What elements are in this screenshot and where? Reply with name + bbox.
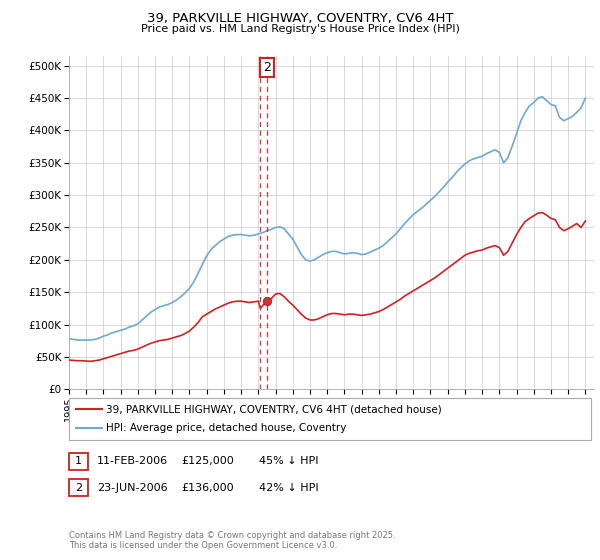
Text: 2: 2 [263, 61, 271, 74]
Text: 1: 1 [75, 456, 82, 466]
Text: 45% ↓ HPI: 45% ↓ HPI [259, 456, 319, 466]
Text: 2: 2 [75, 483, 82, 493]
Text: 23-JUN-2006: 23-JUN-2006 [97, 483, 168, 493]
Text: HPI: Average price, detached house, Coventry: HPI: Average price, detached house, Cove… [106, 423, 347, 433]
Text: 39, PARKVILLE HIGHWAY, COVENTRY, CV6 4HT (detached house): 39, PARKVILLE HIGHWAY, COVENTRY, CV6 4HT… [106, 404, 442, 414]
Text: Price paid vs. HM Land Registry's House Price Index (HPI): Price paid vs. HM Land Registry's House … [140, 24, 460, 34]
Text: 39, PARKVILLE HIGHWAY, COVENTRY, CV6 4HT: 39, PARKVILLE HIGHWAY, COVENTRY, CV6 4HT [147, 12, 453, 25]
Text: Contains HM Land Registry data © Crown copyright and database right 2025.
This d: Contains HM Land Registry data © Crown c… [69, 530, 395, 550]
Text: £125,000: £125,000 [181, 456, 234, 466]
Text: £136,000: £136,000 [181, 483, 234, 493]
Text: 11-FEB-2006: 11-FEB-2006 [97, 456, 169, 466]
Text: 42% ↓ HPI: 42% ↓ HPI [259, 483, 319, 493]
